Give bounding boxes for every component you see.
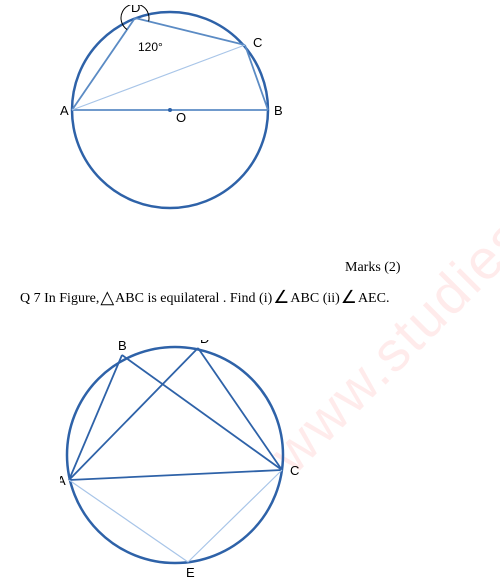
question-7-text: Q 7 In Figure, △ ABC is equilateral . Fi… [20,286,389,307]
question-part1-after: ABC (ii) [290,291,339,307]
svg-text:C: C [290,463,299,478]
svg-text:C: C [253,35,262,50]
figure-2-circle-diagram: A B D C E [60,340,300,585]
question-part2-after: AEC. [358,291,390,307]
svg-text:A: A [60,103,69,118]
figure-2-circle [67,347,283,563]
figure-1-svg: A B C D O 120° [60,5,290,220]
figure-2-svg: A B D C E [60,340,300,580]
svg-text:D: D [200,340,209,346]
svg-text:O: O [176,110,186,125]
question-prefix: Q 7 In Figure, [20,291,99,307]
svg-text:B: B [118,340,127,353]
triangle-symbol: △ [100,287,114,308]
svg-text:B: B [274,103,283,118]
angle-symbol-1: ∠ [273,287,289,308]
center-dot [168,108,172,112]
figure-1-circle-diagram: A B C D O 120° [60,5,290,225]
angle-symbol-2: ∠ [341,287,357,308]
question-after-triangle: ABC is equilateral . Find (i) [115,291,272,307]
svg-text:D: D [131,5,140,15]
marks-text: Marks (2) [345,260,401,276]
svg-text:A: A [60,473,66,488]
angle-120-label: 120° [138,40,163,54]
svg-text:E: E [186,565,195,580]
